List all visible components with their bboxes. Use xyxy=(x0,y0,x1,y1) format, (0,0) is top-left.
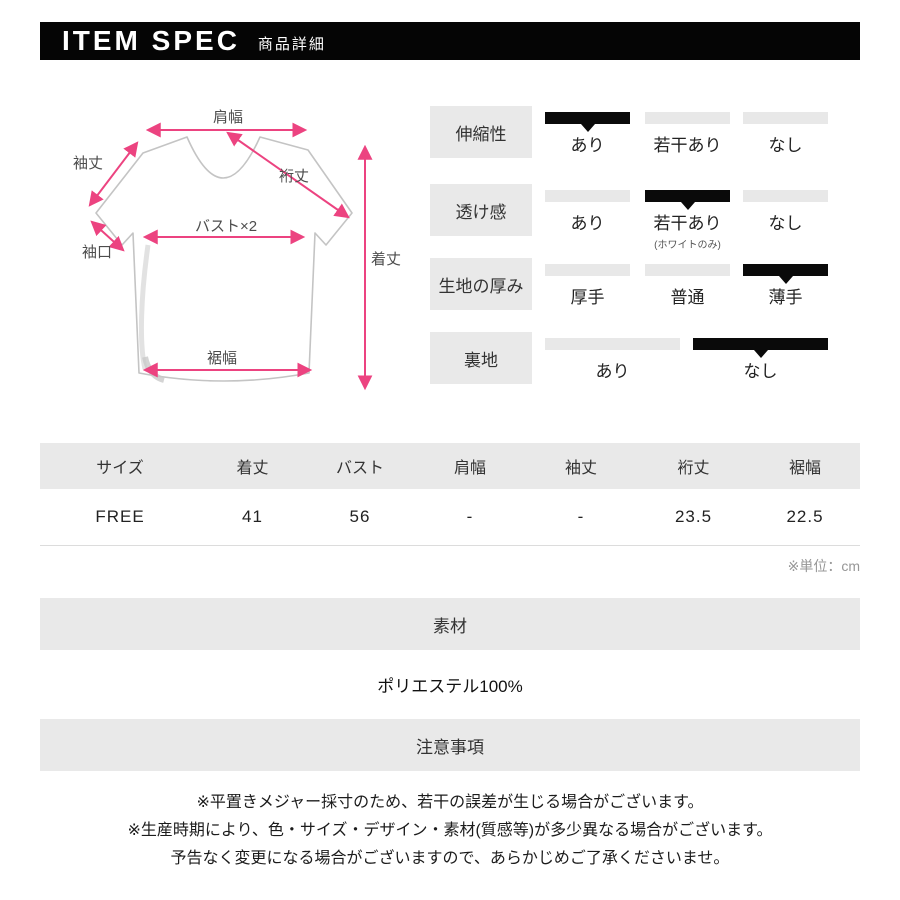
spec-option: なし xyxy=(743,106,828,156)
spec-option: 若干あり (ホワイトのみ) xyxy=(645,184,730,251)
rating-bar xyxy=(545,338,680,350)
size-cell: 22.5 xyxy=(750,489,860,546)
rating-bar xyxy=(743,264,828,276)
size-cell: - xyxy=(415,489,525,546)
spec-option: なし xyxy=(743,184,828,234)
size-table: サイズ 着丈 バスト 肩幅 袖丈 裄丈 裾幅 FREE 41 56 - - 23… xyxy=(40,443,860,546)
page-subtitle: 商品詳細 xyxy=(257,35,326,53)
arrow-sleeve-from-center xyxy=(226,131,350,219)
spec-row-label: 伸縮性 xyxy=(430,106,532,158)
label-hem-width: 裾幅 xyxy=(207,350,237,367)
rating-bar xyxy=(545,190,630,202)
option-label: なし xyxy=(743,362,778,381)
option-label: あり xyxy=(595,362,630,381)
arrow-sleeve-length xyxy=(88,141,139,207)
size-col-header: 肩幅 xyxy=(415,443,525,489)
size-col-header: 裄丈 xyxy=(637,443,750,489)
size-col-header: 着丈 xyxy=(200,443,305,489)
spec-option: 若干あり xyxy=(645,106,730,156)
material-value: ポリエステル100% xyxy=(377,677,523,696)
rating-bar xyxy=(645,190,730,202)
rating-bar xyxy=(645,112,730,124)
page-title: ITEM SPEC xyxy=(62,25,240,56)
tshirt-measurement-diagram: 肩幅 袖丈 裄丈 袖口 バスト×2 着丈 裾幅 xyxy=(73,109,401,391)
rating-bar xyxy=(743,190,828,202)
spec-option: 厚手 xyxy=(545,258,630,308)
option-note: (ホワイトのみ) xyxy=(654,240,721,251)
option-label: なし xyxy=(768,214,803,233)
notes-block: ※平置きメジャー採寸のため、若干の誤差が生じる場合がございます。 ※生産時期によ… xyxy=(40,789,860,873)
spec-row-label: 裏地 xyxy=(430,332,532,384)
section-header: ITEM SPEC 商品詳細 xyxy=(40,22,860,60)
size-cell: 56 xyxy=(305,489,415,546)
size-cell: 23.5 xyxy=(637,489,750,546)
label-shoulder-width: 肩幅 xyxy=(213,109,243,126)
arrow-cuff xyxy=(90,220,125,252)
spec-option: あり xyxy=(545,106,630,156)
material-heading: 素材 xyxy=(40,598,860,650)
label-sleeve-length: 袖丈 xyxy=(73,155,103,172)
option-label: 普通 xyxy=(670,288,705,307)
tshirt-outline-shape xyxy=(95,136,353,382)
spec-option: 普通 xyxy=(645,258,730,308)
size-col-header: バスト xyxy=(305,443,415,489)
option-label: あり xyxy=(570,214,605,233)
note-line: 予告なく変更になる場合がございますので、あらかじめご了承くださいませ。 xyxy=(170,850,730,867)
label-bust: バスト×2 xyxy=(195,218,257,235)
rating-bar xyxy=(545,264,630,276)
unit-note: ※単位：cm xyxy=(787,558,860,574)
spec-option: あり xyxy=(545,332,680,382)
size-col-header: サイズ xyxy=(40,443,200,489)
spec-option: 薄手 xyxy=(743,258,828,308)
label-body-length: 着丈 xyxy=(371,251,401,268)
spec-option: あり xyxy=(545,184,630,234)
rating-bar xyxy=(645,264,730,276)
option-label: 厚手 xyxy=(570,288,605,307)
option-label: あり xyxy=(570,136,605,155)
label-sleeve-from-center: 裄丈 xyxy=(279,168,309,185)
note-line: ※生産時期により、色・サイズ・デザイン・素材(質感等)が多少異なる場合がございま… xyxy=(127,822,773,839)
spec-row-label: 透け感 xyxy=(430,184,532,236)
rating-bar xyxy=(693,338,828,350)
label-cuff: 袖口 xyxy=(82,244,112,261)
size-col-header: 袖丈 xyxy=(525,443,637,489)
option-label: なし xyxy=(768,136,803,155)
option-label: 薄手 xyxy=(768,288,803,307)
size-cell: 41 xyxy=(200,489,305,546)
size-col-header: 裾幅 xyxy=(750,443,860,489)
spec-row-label: 生地の厚み xyxy=(430,258,532,310)
rating-bar xyxy=(743,112,828,124)
size-cell: - xyxy=(525,489,637,546)
notes-heading: 注意事項 xyxy=(40,719,860,771)
option-label: 若干あり xyxy=(653,136,722,155)
option-label: 若干あり xyxy=(653,214,722,233)
spec-option: なし xyxy=(693,332,828,382)
rating-bar xyxy=(545,112,630,124)
note-line: ※平置きメジャー採寸のため、若干の誤差が生じる場合がございます。 xyxy=(196,794,704,811)
size-cell: FREE xyxy=(40,489,200,546)
